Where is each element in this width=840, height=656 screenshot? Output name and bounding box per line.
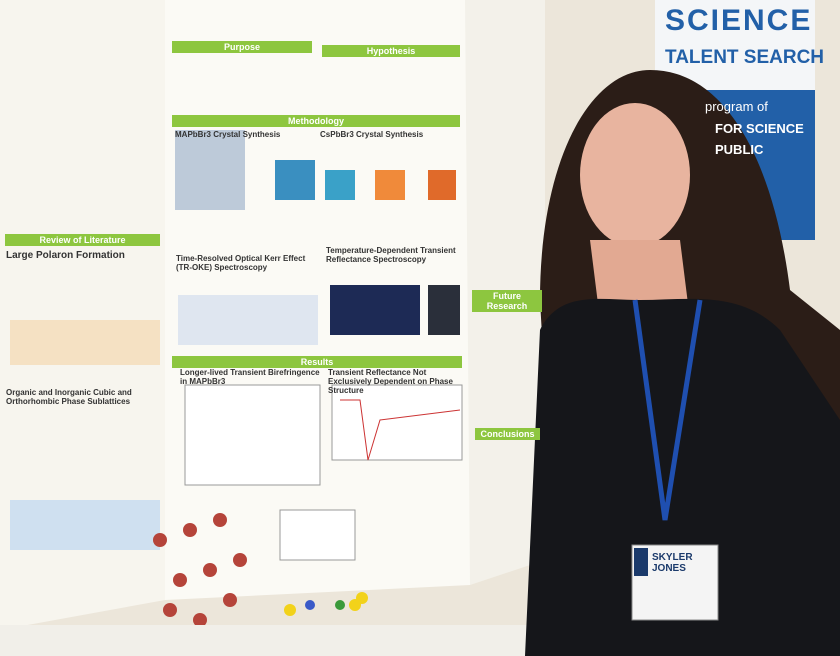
section-header: Results xyxy=(172,356,462,368)
lattice-figure xyxy=(10,500,160,550)
plot xyxy=(184,384,321,486)
plot xyxy=(331,384,463,461)
molecule-model xyxy=(284,592,368,616)
plot-line xyxy=(340,399,461,461)
section-header: Future Research xyxy=(472,290,542,312)
section-subhead: Time-Resolved Optical Kerr Effect (TR-OK… xyxy=(176,254,306,272)
section-subhead: Organic and Inorganic Cubic and Orthorho… xyxy=(6,388,132,406)
badge-name: SKYLER JONES xyxy=(652,552,693,574)
section-subhead: Longer-lived Transient Birefringence in … xyxy=(180,368,320,386)
molecule-figure xyxy=(178,295,318,345)
diagram xyxy=(175,130,245,210)
lanyard xyxy=(632,299,703,521)
section-header: Review of Literature xyxy=(5,234,160,246)
banner-subtitle: TALENT SEARCH xyxy=(665,47,825,68)
poster-left-panel xyxy=(0,0,170,630)
section-header: Methodology xyxy=(172,115,460,127)
molecule-model xyxy=(335,600,345,610)
diagram xyxy=(275,160,315,200)
diagram xyxy=(325,170,355,200)
person-face xyxy=(580,103,690,247)
section-header: Purpose xyxy=(172,41,312,53)
section-subhead: MAPbBr3 Crystal Synthesis xyxy=(175,130,281,139)
banner-line: PUBLIC xyxy=(715,142,764,157)
banner-title: SCIENCE xyxy=(665,4,813,37)
photo-inset xyxy=(428,285,460,335)
section-subhead: Large Polaron Formation xyxy=(6,250,125,261)
section-subhead: CsPbBr3 Crystal Synthesis xyxy=(320,130,424,139)
badge-logo xyxy=(634,548,648,576)
section-subhead: Transient Reflectance Not Exclusively De… xyxy=(328,368,453,395)
table xyxy=(0,625,540,656)
person-clothing xyxy=(525,298,840,656)
section-subhead: Temperature-Dependent Transient Reflecta… xyxy=(326,246,456,264)
diagram xyxy=(428,170,456,200)
banner xyxy=(655,0,815,90)
crystal-model xyxy=(153,513,247,627)
lattice-figure xyxy=(10,320,160,365)
diagram xyxy=(375,170,405,200)
plot xyxy=(279,509,356,561)
photo-inset xyxy=(330,285,420,335)
banner-line: FOR SCIENCE xyxy=(715,121,804,136)
section-header: Hypothesis xyxy=(322,45,460,57)
banner-line: program of xyxy=(705,99,768,114)
section-header: Conclusions xyxy=(475,428,540,440)
molecule-model xyxy=(305,600,315,610)
